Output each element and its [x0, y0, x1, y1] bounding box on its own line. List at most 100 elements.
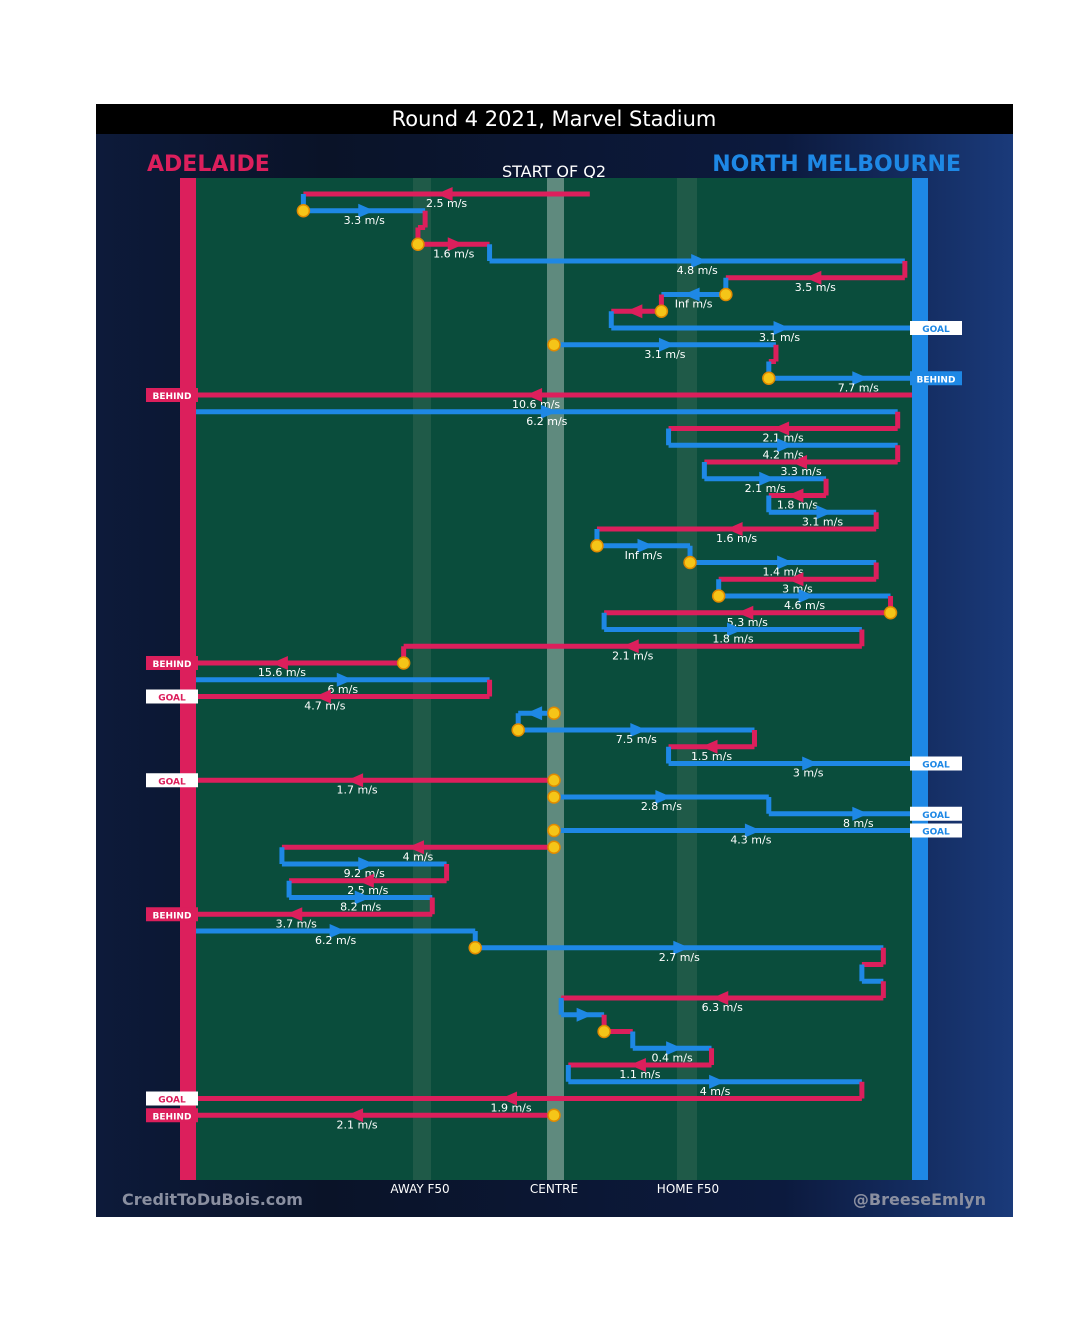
speed-label: 1.4 m/s [763, 566, 804, 579]
chain-arrow [407, 840, 424, 855]
chain-arrow [726, 522, 743, 536]
stoppage-marker [597, 1024, 611, 1039]
speed-label: 3.7 m/s [276, 917, 317, 930]
stoppage-marker [883, 606, 898, 620]
chain-arrow [777, 555, 794, 570]
chain-arrow [744, 823, 761, 838]
speed-label: 4.2 m/s [763, 448, 804, 461]
result-badge: BEHIND [146, 388, 198, 402]
chain-arrow [622, 639, 639, 654]
chain-arrow [759, 471, 776, 486]
stoppage-marker [683, 555, 697, 570]
result-badge-bg [146, 689, 198, 704]
speed-label: 3.3 m/s [780, 465, 821, 478]
chain-arrow [777, 438, 794, 453]
result-label: BEHIND [153, 911, 192, 921]
result-badge-bg [910, 321, 962, 335]
speed-label: 6.2 m/s [315, 934, 356, 947]
stoppage-marker [468, 941, 482, 955]
speed-label: 1.7 m/s [337, 783, 378, 796]
speed-label: 3.1 m/s [644, 348, 685, 361]
stoppage-marker [411, 237, 425, 251]
speed-label: 1.6 m/s [716, 532, 757, 545]
chain-arrow [727, 622, 743, 637]
result-label: GOAL [922, 811, 950, 821]
result-label: BEHIND [153, 392, 192, 402]
result-badge: BEHIND [146, 656, 198, 670]
chain-arrow [655, 790, 672, 804]
stoppage-marker [547, 823, 561, 838]
result-badge-bg [146, 656, 198, 670]
possession-chains: 2.5 m/s 3.3 m/s 1.6 m/s 4.8 m/s 3.5 m/s Inf m… [146, 187, 962, 1131]
chain-arrow [637, 538, 654, 553]
chart-title: Round 4 2021, Marvel Stadium [392, 107, 717, 131]
result-badge-bg [910, 371, 962, 386]
chain-arrow [709, 1074, 726, 1089]
chain-arrow [773, 321, 790, 335]
speed-label: Inf m/s [675, 298, 713, 311]
speed-label: 3.1 m/s [759, 331, 800, 344]
stoppage-marker [296, 204, 311, 218]
chain-arrow [787, 488, 804, 503]
chain-arrow [501, 1091, 518, 1106]
result-label: GOAL [922, 828, 950, 838]
chain-arrow [787, 572, 804, 587]
result-label: GOAL [158, 694, 186, 704]
chain-arrow [630, 723, 647, 737]
credit-right: @BreeseEmlyn [853, 1190, 986, 1209]
chain-arrow [436, 187, 453, 201]
result-badge: BEHIND [146, 1108, 198, 1123]
stoppage-marker [590, 539, 604, 553]
chain-arrow [526, 706, 543, 721]
chain-arrow [805, 270, 822, 285]
chain-arrow [773, 421, 790, 436]
result-label: GOAL [158, 777, 186, 787]
speed-label: 1.8 m/s [712, 633, 753, 646]
stoppage-marker [719, 287, 733, 302]
chain-arrow [712, 991, 729, 1005]
speed-label: 2.8 m/s [641, 800, 682, 813]
chain-arrow [816, 505, 833, 520]
speed-label: 2.1 m/s [337, 1118, 378, 1131]
speed-label: 3.3 m/s [344, 214, 385, 227]
north-goal-line [912, 178, 928, 1180]
chain-arrow [286, 907, 303, 922]
stoppage-marker [547, 1108, 561, 1122]
speed-label: 4.7 m/s [304, 700, 345, 713]
speed-label: 2.1 m/s [745, 482, 786, 495]
result-badge-bg [910, 806, 962, 821]
result-badge: GOAL [910, 321, 962, 335]
centre-line [547, 178, 564, 1180]
speed-label: 3.1 m/s [802, 515, 843, 528]
speed-label: 4.6 m/s [784, 599, 825, 612]
chain-arrow [852, 371, 869, 386]
speed-label: 1.5 m/s [691, 750, 732, 763]
chain-arrow [540, 404, 557, 419]
speed-label: 4 m/s [403, 850, 434, 863]
speed-label: 2.1 m/s [763, 432, 804, 445]
result-label: BEHIND [917, 375, 956, 385]
stoppage-marker [547, 840, 561, 854]
home-f50-label: HOME F50 [657, 1182, 719, 1196]
result-badge: BEHIND [910, 371, 962, 386]
speed-label: 4.3 m/s [730, 834, 771, 847]
result-badge: GOAL [910, 823, 962, 838]
result-badge-bg [146, 388, 198, 402]
chain-arrow [329, 924, 346, 938]
chain-arrow [626, 304, 643, 319]
speed-label: 2.5 m/s [347, 884, 388, 897]
speed-label: 7.7 m/s [838, 381, 879, 394]
chain-arrow [737, 605, 754, 620]
result-badge-bg [146, 907, 198, 922]
speed-label: 1.9 m/s [490, 1102, 531, 1115]
stoppage-marker [654, 304, 669, 318]
chain-arrow [354, 890, 371, 905]
speed-label: 2.5 m/s [426, 197, 467, 210]
stoppage-marker [396, 656, 411, 670]
speed-label: 8 m/s [843, 817, 874, 830]
speed-label: 4 m/s [700, 1085, 731, 1098]
speed-label: 6.2 m/s [526, 415, 567, 428]
speed-label: 6.3 m/s [702, 1001, 743, 1014]
speed-label: 9.2 m/s [344, 867, 385, 880]
